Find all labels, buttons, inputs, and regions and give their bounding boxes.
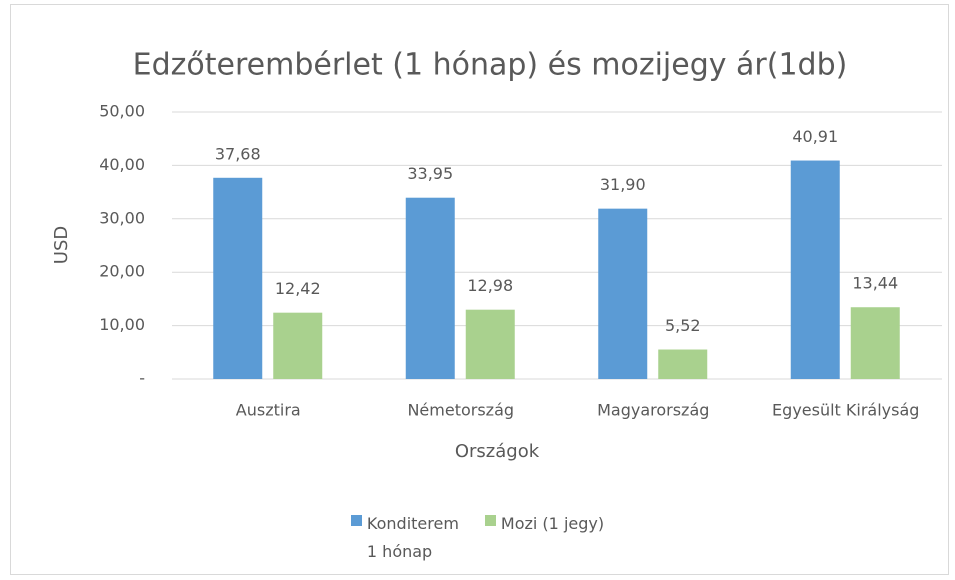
bar — [405, 197, 455, 379]
data-label: 13,44 — [852, 274, 898, 293]
x-tick-label: Magyarország — [597, 401, 709, 420]
y-tick-label: 50,00 — [99, 102, 145, 121]
y-tick-label: 40,00 — [99, 155, 145, 174]
bar — [658, 349, 708, 379]
bar — [850, 307, 900, 379]
legend-item: Mozi (1 jegy) — [484, 510, 605, 566]
legend-swatch — [350, 515, 362, 526]
data-label: 12,98 — [467, 276, 513, 295]
x-axis-label: Országok — [455, 441, 540, 462]
x-tick-label: Egyesült Királyság — [772, 401, 919, 420]
data-label: 37,68 — [215, 144, 261, 163]
data-label: 31,90 — [600, 175, 646, 194]
x-tick-label: Ausztira — [236, 401, 301, 420]
y-tick-label: 10,00 — [99, 315, 145, 334]
bar — [790, 160, 840, 379]
legend-label: Mozi (1 jegy) — [500, 514, 605, 533]
data-label: 33,95 — [407, 164, 453, 183]
chart-title: Edzőterembérlet (1 hónap) és mozijegy ár… — [133, 48, 848, 83]
y-tick-label: 20,00 — [99, 262, 145, 281]
bar — [598, 208, 648, 379]
y-tick-label: 30,00 — [99, 208, 145, 227]
legend-label: Konditerem 1 hónap — [366, 514, 459, 561]
legend-swatch — [484, 515, 496, 526]
legend-item: Konditerem 1 hónap — [350, 510, 467, 566]
x-tick-label: Németország — [407, 401, 514, 420]
data-label: 5,52 — [665, 316, 701, 335]
data-label: 40,91 — [792, 127, 838, 146]
bar — [273, 312, 323, 379]
legend: Konditerem 1 hónap Mozi (1 jegy) — [0, 510, 955, 566]
data-label: 12,42 — [275, 279, 321, 298]
bar — [213, 177, 263, 379]
bar — [465, 309, 515, 379]
y-tick-label: - — [139, 369, 145, 388]
y-axis-label: USD — [51, 226, 72, 264]
